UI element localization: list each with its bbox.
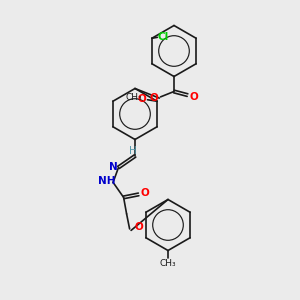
Text: CH₃: CH₃ xyxy=(125,93,142,102)
Text: N: N xyxy=(109,162,118,172)
Text: Cl: Cl xyxy=(157,32,169,42)
Text: O: O xyxy=(137,94,146,104)
Text: CH₃: CH₃ xyxy=(160,260,176,268)
Text: O: O xyxy=(140,188,149,198)
Text: O: O xyxy=(134,222,143,233)
Text: H: H xyxy=(129,146,136,156)
Text: NH: NH xyxy=(98,176,115,186)
Text: O: O xyxy=(149,93,158,103)
Text: O: O xyxy=(189,92,198,102)
